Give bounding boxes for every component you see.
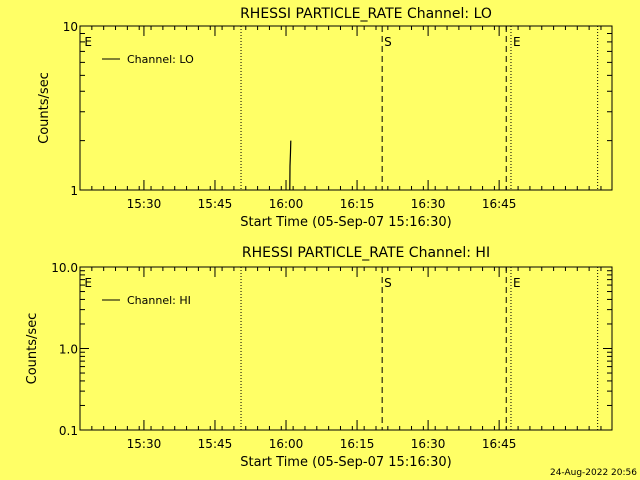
- chart-panel-1: [79, 25, 613, 191]
- y-tick-label: 1: [70, 184, 78, 198]
- chart-title: RHESSI PARTICLE_RATE Channel: HI: [242, 245, 490, 261]
- x-tick-label: 15:45: [198, 437, 233, 451]
- y-tick-label: 10: [63, 20, 78, 34]
- x-tick-label: 16:15: [340, 437, 375, 451]
- plot-frame: [79, 25, 613, 191]
- y-axis-label: Counts/sec: [37, 72, 52, 144]
- x-axis-label: Start Time (05-Sep-07 15:16:30): [240, 455, 451, 470]
- y-axis-label: Counts/sec: [25, 313, 40, 385]
- y-tick-label: 10.0: [51, 261, 78, 275]
- x-tick-label: 15:30: [127, 197, 162, 211]
- event-marker-label: E: [513, 35, 521, 49]
- legend-label: Channel: LO: [127, 53, 194, 66]
- y-tick-label: 1.0: [59, 343, 78, 357]
- legend-label: Channel: HI: [127, 294, 191, 307]
- timestamp: 24-Aug-2022 20:56: [550, 468, 637, 478]
- event-marker-label: E: [513, 276, 521, 290]
- x-tick-label: 16:30: [411, 437, 446, 451]
- x-tick-label: 16:00: [269, 437, 304, 451]
- chart-title: RHESSI PARTICLE_RATE Channel: LO: [240, 6, 492, 22]
- chart-panel-2: [79, 266, 613, 431]
- x-tick-label: 16:45: [482, 197, 517, 211]
- x-tick-label: 16:00: [269, 197, 304, 211]
- event-marker-label: S: [384, 276, 392, 290]
- x-tick-label: 15:30: [127, 437, 162, 451]
- event-marker-label: E: [84, 35, 92, 49]
- x-tick-label: 16:15: [340, 197, 375, 211]
- series-line: [289, 140, 292, 191]
- x-axis-label: Start Time (05-Sep-07 15:16:30): [240, 215, 451, 230]
- event-marker-label: S: [384, 35, 392, 49]
- y-tick-label: 0.1: [59, 424, 78, 438]
- plot-frame: [79, 266, 613, 431]
- x-tick-label: 15:45: [198, 197, 233, 211]
- event-marker-label: E: [84, 276, 92, 290]
- x-tick-label: 16:30: [411, 197, 446, 211]
- x-tick-label: 16:45: [482, 437, 517, 451]
